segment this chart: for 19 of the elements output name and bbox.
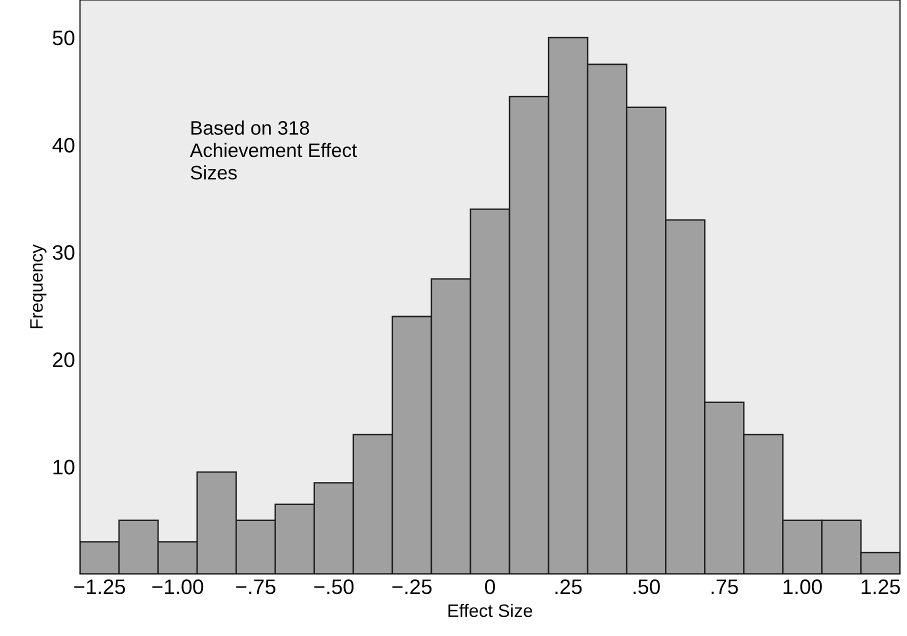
y-axis-title: Frequency [30,244,46,328]
y-tick-label: 40 [52,138,74,153]
x-tick-label: .75 [712,580,738,594]
y-tick-label: 30 [52,245,74,260]
x-tick-label: −1.25 [74,579,126,594]
x-tick-label: −.75 [236,580,276,594]
x-tick-label: .50 [634,579,660,594]
x-tick-label: −.25 [392,579,432,594]
x-tick-label: 1.00 [784,579,822,594]
x-tick-label: −1.00 [152,579,204,594]
annotation: Based on 318 Achievement Effect Sizes [190,120,357,180]
x-tick-label: .25 [556,579,582,594]
x-tick-label: 0 [485,579,495,594]
y-tick-label: 20 [53,352,74,368]
y-tick-label: 10 [54,460,74,474]
x-tick-label: 1.25 [862,579,900,594]
y-tick-label: 50 [52,30,74,46]
x-tick-label: −.50 [314,579,354,594]
x-axis-title: Effect Size [448,604,532,618]
